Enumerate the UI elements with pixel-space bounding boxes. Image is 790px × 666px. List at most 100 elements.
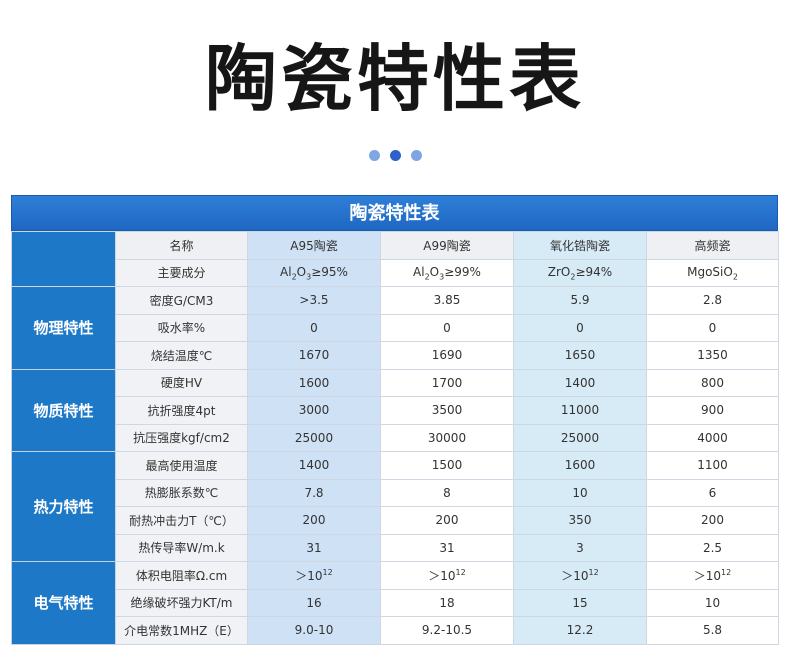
value-cell: 15 — [513, 588, 647, 617]
value-cell: 8 — [380, 478, 514, 507]
category-label: 电气特性 — [11, 561, 116, 645]
row-label: 主要成分 — [115, 258, 248, 287]
row-label: 最高使用温度 — [115, 451, 248, 480]
column-header: 高频瓷 — [646, 231, 779, 260]
table-row: 热力特性 最高使用温度 1400 1500 1600 1100 — [11, 451, 779, 562]
value-cell: 1600 — [513, 451, 647, 480]
composition-cell: Al2O3≥99% — [380, 258, 514, 287]
formula-part: ZrO — [547, 264, 571, 279]
superscript: 12 — [721, 567, 732, 577]
formula-part: O — [296, 264, 307, 279]
table-title: 陶瓷特性表 — [11, 195, 778, 231]
resistivity-base: ＞10 — [561, 568, 589, 583]
value-cell: 5.8 — [646, 616, 779, 645]
table-row: 抗折强度4pt 3000 3500 11000 900 — [12, 396, 779, 425]
subscript: 3 — [306, 271, 312, 281]
column-header: A99陶瓷 — [380, 231, 514, 260]
value-cell: 0 — [513, 313, 647, 342]
value-cell: 1670 — [247, 341, 381, 370]
value-cell: ＞1012 — [380, 561, 514, 590]
table-row: 热膨胀系数℃ 7.8 8 10 6 — [12, 478, 779, 507]
value-cell: 25000 — [247, 423, 381, 452]
value-cell: 18 — [380, 588, 514, 617]
value-cell: 1600 — [247, 368, 381, 397]
composition-row: 主要成分 Al2O3≥95% Al2O3≥99% ZrO2≥94% MgoSiO… — [12, 258, 779, 287]
category-label: 热力特性 — [11, 451, 116, 562]
subscript: 2 — [570, 271, 576, 281]
value-cell: 1500 — [380, 451, 514, 480]
value-cell: 7.8 — [247, 478, 381, 507]
value-cell: 800 — [646, 368, 779, 397]
formula-part: MgoSiO — [687, 264, 733, 279]
column-header: 氧化锆陶瓷 — [513, 231, 647, 260]
superscript: 12 — [588, 567, 599, 577]
value-cell: 200 — [646, 506, 779, 535]
value-cell: 3.85 — [380, 286, 514, 315]
value-cell: ＞1012 — [513, 561, 647, 590]
value-cell: 1350 — [646, 341, 779, 370]
superscript: 12 — [322, 567, 333, 577]
value-cell: 1690 — [380, 341, 514, 370]
header-row: 名称 A95陶瓷 A99陶瓷 氧化锆陶瓷 高频瓷 — [11, 231, 779, 287]
value-cell: ＞1012 — [646, 561, 779, 590]
row-label: 介电常数1MHZ（E） — [115, 616, 248, 645]
resistivity-base: ＞10 — [295, 568, 323, 583]
value-cell: 10 — [513, 478, 647, 507]
table-row: 物质特性 硬度HV 1600 1700 1400 800 — [11, 368, 779, 452]
value-cell: 1100 — [646, 451, 779, 480]
subscript: 2 — [424, 271, 430, 281]
table-row: 热传导率W/m.k 31 31 3 2.5 — [12, 533, 779, 562]
subscript: 2 — [732, 271, 738, 281]
row-label: 耐热冲击力T（℃） — [115, 506, 248, 535]
value-cell: >3.5 — [247, 286, 381, 315]
row-label: 吸水率% — [115, 313, 248, 342]
table-row: 吸水率% 0 0 0 0 — [12, 313, 779, 342]
row-label: 硬度HV — [115, 368, 248, 397]
value-cell: 31 — [247, 533, 381, 562]
value-cell: 900 — [646, 396, 779, 425]
value-cell: 30000 — [380, 423, 514, 452]
table-row: 耐热冲击力T（℃） 200 200 350 200 — [12, 506, 779, 535]
category-label: 物理特性 — [11, 286, 116, 370]
formula-part: ≥99% — [444, 264, 481, 279]
dot-indicator[interactable] — [368, 150, 380, 161]
value-cell: 0 — [380, 313, 514, 342]
table-row: 电气特性 体积电阻率Ω.cm ＞1012 ＞1012 ＞1012 ＞1012 — [11, 561, 779, 645]
value-cell: 1400 — [247, 451, 381, 480]
value-cell: 1400 — [513, 368, 647, 397]
table-row: 物理特性 密度G/CM3 >3.5 3.85 5.9 2.8 — [11, 286, 779, 370]
dot-indicator[interactable] — [410, 150, 422, 161]
value-cell: 2.8 — [646, 286, 779, 315]
resistivity-base: ＞10 — [428, 568, 456, 583]
value-cell: 6 — [646, 478, 779, 507]
value-cell: 1700 — [380, 368, 514, 397]
value-cell: 31 — [380, 533, 514, 562]
value-cell: 2.5 — [646, 533, 779, 562]
value-cell: 9.0-10 — [247, 616, 381, 645]
composition-cell: ZrO2≥94% — [513, 258, 647, 287]
value-cell: 0 — [247, 313, 381, 342]
formula-part: Al — [413, 264, 425, 279]
formula-part: Al — [280, 264, 292, 279]
value-cell: 0 — [646, 313, 779, 342]
formula-part: ≥95% — [311, 264, 348, 279]
value-cell: 1650 — [513, 341, 647, 370]
table-row: 抗压强度kgf/cm2 25000 30000 25000 4000 — [12, 423, 779, 452]
superscript: 12 — [455, 567, 466, 577]
row-label: 烧结温度℃ — [115, 341, 248, 370]
value-cell: 200 — [380, 506, 514, 535]
formula-part: ≥94% — [575, 264, 613, 279]
subscript: 3 — [439, 271, 445, 281]
composition-cell: Al2O3≥95% — [247, 258, 381, 287]
composition-cell: MgoSiO2 — [646, 258, 779, 287]
value-cell: 25000 — [513, 423, 647, 452]
value-cell: 11000 — [513, 396, 647, 425]
row-label: 热传导率W/m.k — [115, 533, 248, 562]
value-cell: 3500 — [380, 396, 514, 425]
formula-part: O — [429, 264, 440, 279]
value-cell: 16 — [247, 588, 381, 617]
value-cell: ＞1012 — [247, 561, 381, 590]
carousel-dots — [0, 146, 790, 165]
row-label: 热膨胀系数℃ — [115, 478, 248, 507]
dot-indicator-active[interactable] — [389, 150, 401, 161]
